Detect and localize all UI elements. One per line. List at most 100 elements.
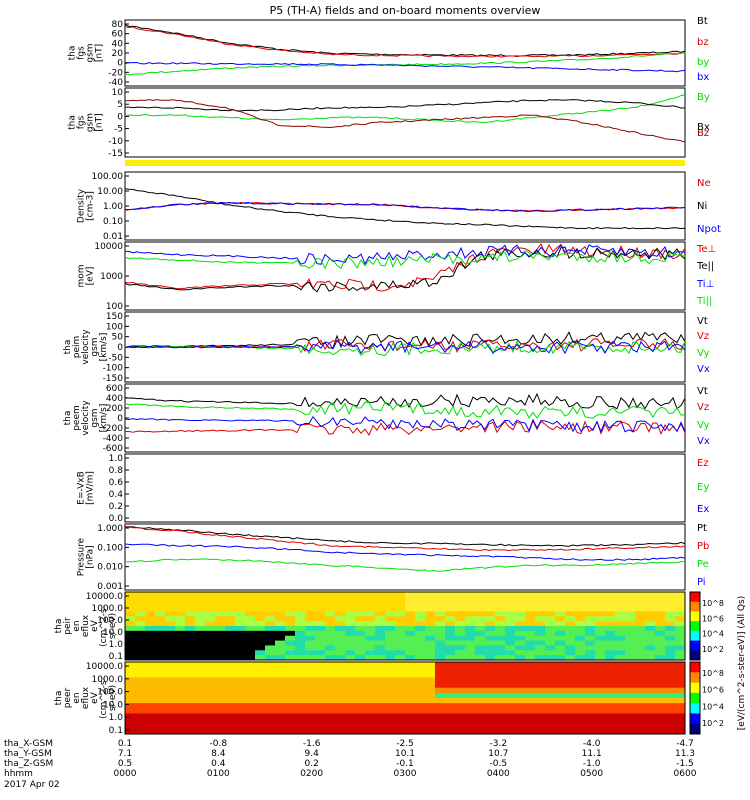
heatmap-cell bbox=[495, 650, 506, 656]
heatmap-cell bbox=[145, 626, 156, 632]
heatmap-cell bbox=[175, 728, 186, 735]
heatmap-cell bbox=[665, 708, 676, 714]
heatmap-cell bbox=[545, 592, 556, 598]
heatmap-cell bbox=[335, 682, 346, 689]
heatmap-cell bbox=[525, 626, 536, 632]
heatmap-cell bbox=[545, 616, 556, 622]
heatmap-cell bbox=[315, 640, 326, 646]
heatmap-cell bbox=[215, 616, 226, 622]
heatmap-cell bbox=[605, 655, 616, 661]
heatmap-cell bbox=[345, 621, 356, 627]
heatmap-cell bbox=[355, 640, 366, 646]
heatmap-cell bbox=[485, 630, 496, 637]
heatmap-cell bbox=[435, 672, 446, 678]
heatmap-cell bbox=[235, 611, 246, 617]
heatmap-cell bbox=[665, 616, 676, 622]
legend-label: Vt bbox=[697, 386, 708, 397]
heatmap-cell bbox=[345, 662, 356, 668]
heatmap-cell bbox=[275, 662, 286, 668]
heatmap-cell bbox=[665, 621, 676, 627]
heatmap-cell bbox=[405, 650, 416, 656]
heatmap-cell bbox=[185, 616, 196, 622]
heatmap-cell bbox=[165, 692, 176, 699]
heatmap-cell bbox=[135, 723, 146, 730]
heatmap-cell bbox=[515, 596, 526, 603]
heatmap-cell bbox=[155, 635, 166, 642]
heatmap-cell bbox=[515, 703, 526, 709]
heatmap-cell bbox=[145, 672, 156, 678]
heatmap-cell bbox=[655, 677, 666, 684]
heatmap-cell bbox=[665, 645, 676, 651]
heatmap-cell bbox=[465, 655, 476, 661]
heatmap-cell bbox=[575, 635, 586, 642]
x-axis-value: -4.7 bbox=[676, 739, 694, 749]
heatmap-cell bbox=[185, 703, 196, 709]
heatmap-cell bbox=[555, 611, 566, 617]
heatmap-cell bbox=[205, 611, 216, 617]
heatmap-cell bbox=[665, 606, 676, 612]
heatmap-cell bbox=[425, 687, 436, 694]
heatmap-cell bbox=[185, 596, 196, 603]
heatmap-cell bbox=[275, 611, 286, 617]
heatmap-cell bbox=[655, 626, 666, 632]
panel-frame bbox=[124, 383, 686, 453]
heatmap-cell bbox=[205, 606, 216, 612]
heatmap-cell bbox=[125, 672, 136, 678]
heatmap-cell bbox=[245, 708, 256, 714]
heatmap-cell bbox=[205, 592, 216, 598]
series-line-npot bbox=[124, 201, 686, 213]
heatmap-cell bbox=[485, 650, 496, 656]
y-tick-label: 0.01 bbox=[103, 232, 123, 242]
heatmap-cell bbox=[185, 667, 196, 673]
heatmap-cell bbox=[135, 592, 146, 598]
heatmap-cell bbox=[295, 692, 306, 699]
heatmap-cell bbox=[535, 616, 546, 622]
heatmap-cell bbox=[255, 662, 266, 668]
heatmap-cell bbox=[235, 596, 246, 603]
heatmap-cell bbox=[425, 626, 436, 632]
heatmap-cell bbox=[515, 728, 526, 735]
heatmap-cell bbox=[635, 692, 646, 699]
heatmap-cell bbox=[565, 606, 576, 612]
heatmap-cell bbox=[615, 592, 626, 598]
heatmap-cell bbox=[575, 698, 586, 704]
heatmap-cell bbox=[545, 596, 556, 603]
heatmap-cell bbox=[555, 728, 566, 735]
heatmap-cell bbox=[335, 611, 346, 617]
heatmap-cell bbox=[335, 703, 346, 709]
heatmap-cell bbox=[545, 718, 556, 725]
heatmap-cell bbox=[165, 650, 176, 656]
heatmap-cell bbox=[275, 708, 286, 714]
heatmap-cell bbox=[235, 728, 246, 735]
x-axis-value: -4.0 bbox=[583, 739, 601, 749]
heatmap-cell bbox=[645, 635, 656, 642]
heatmap-cell bbox=[545, 672, 556, 678]
heatmap-cell bbox=[175, 655, 186, 661]
heatmap-cell bbox=[615, 698, 626, 704]
heatmap-cell bbox=[375, 592, 386, 598]
heatmap-cell bbox=[565, 601, 576, 608]
heatmap-cell bbox=[205, 630, 216, 637]
heatmap-cell bbox=[245, 723, 256, 730]
heatmap-cell bbox=[675, 728, 686, 735]
heatmap-cell bbox=[435, 667, 446, 673]
heatmap-cell bbox=[575, 606, 586, 612]
heatmap-cell bbox=[465, 682, 476, 689]
heatmap-cell bbox=[645, 718, 656, 725]
heatmap-cell bbox=[215, 635, 226, 642]
heatmap-cell bbox=[175, 635, 186, 642]
heatmap-cell bbox=[225, 682, 236, 689]
heatmap-cell bbox=[485, 640, 496, 646]
heatmap-cell bbox=[595, 611, 606, 617]
legend-label: Bz bbox=[697, 128, 709, 139]
y-axis-label: en bbox=[72, 692, 82, 703]
heatmap-cell bbox=[345, 630, 356, 637]
heatmap-cell bbox=[445, 611, 456, 617]
heatmap-cell bbox=[575, 601, 586, 608]
panel-frame bbox=[124, 661, 686, 735]
heatmap-cell bbox=[575, 596, 586, 603]
heatmap-cell bbox=[125, 616, 136, 622]
series-line-bz bbox=[124, 99, 686, 143]
heatmap-cell bbox=[655, 592, 666, 598]
heatmap-cell bbox=[635, 616, 646, 622]
